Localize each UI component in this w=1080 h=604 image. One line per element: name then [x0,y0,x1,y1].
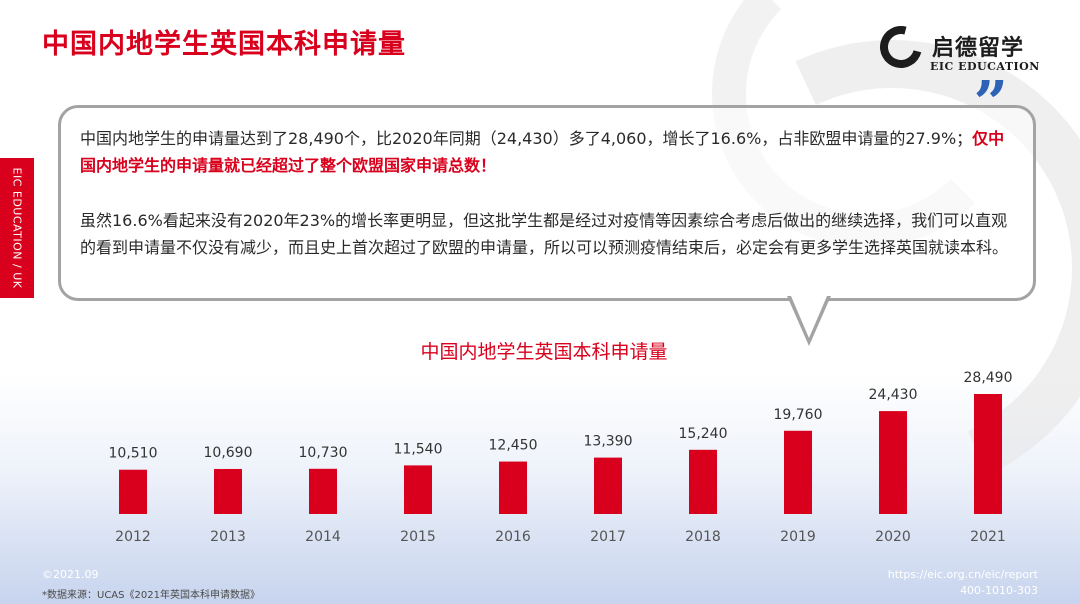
bar-2013 [214,468,242,514]
callout-paragraph-2: 虽然16.6%看起来没有2020年23%的增长率更明显，但这批学生都是经过对疫情… [80,211,1009,257]
bar-2016 [499,461,527,514]
value-label-2019: 19,760 [774,407,823,423]
footer-date: ©2021.09 [42,568,99,581]
side-tab-label: EIC EDUCATION / UK [10,167,24,289]
value-label-2014: 10,730 [299,445,348,461]
category-label-2020: 2020 [875,529,911,545]
value-label-2020: 24,430 [869,387,918,403]
value-label-2021: 28,490 [964,370,1013,386]
value-label-2017: 13,390 [584,434,633,450]
bar-2014 [309,468,337,514]
category-label-2018: 2018 [685,529,721,545]
paragraph-1-text: 中国内地学生的申请量达到了28,490个，比2020年同期（24,430）多了4… [80,129,973,148]
bar-2012 [119,469,147,514]
callout-paragraph-1: 中国内地学生的申请量达到了28,490个，比2020年同期（24,430）多了4… [80,125,1020,179]
bar-2018 [689,449,717,514]
category-label-2015: 2015 [400,529,436,545]
category-label-2012: 2012 [115,529,151,545]
side-tab [0,158,34,298]
category-label-2017: 2017 [590,529,626,545]
footer-phone: 400-1010-303 [960,584,1038,597]
callout-box [58,105,1036,301]
category-label-2016: 2016 [495,529,531,545]
bar-2020 [879,411,907,514]
footer-source: *数据来源：UCAS《2021年英国本科申请数据》 [42,590,260,601]
bar-chart: 中国内地学生英国本科申请量 10,510 2012 10,690 2013 10,730… [109,341,1013,545]
value-label-2015: 11,540 [394,441,443,457]
logo-text-en: EIC EDUCATION [930,60,1040,73]
category-label-2013: 2013 [210,529,246,545]
value-label-2012: 10,510 [109,446,158,462]
logo-mark-icon [872,18,930,76]
chart-title: 中国内地学生英国本科申请量 [420,341,667,363]
bar-2021 [974,394,1002,514]
value-label-2018: 15,240 [679,426,728,442]
category-label-2021: 2021 [970,529,1006,545]
category-label-2014: 2014 [305,529,341,545]
eic-logo: 启德留学 EIC EDUCATION [872,18,1050,106]
page-title: 中国内地学生英国本科申请量 [42,29,406,60]
value-label-2013: 10,690 [204,445,253,461]
bar-2019 [784,430,812,514]
callout-tail-fill [791,296,827,338]
logo-text-cn: 启德留学 [932,36,1025,61]
value-label-2016: 12,450 [489,438,538,454]
footer-url: https://eic.org.cn/eic/report [887,568,1038,581]
category-label-2019: 2019 [780,529,816,545]
bar-2015 [404,465,432,514]
bar-2017 [594,457,622,514]
paragraph-1-highlight: 仅中国内地学生的申请量就已经超过了整个欧盟国家申请总数！ [80,129,1005,175]
